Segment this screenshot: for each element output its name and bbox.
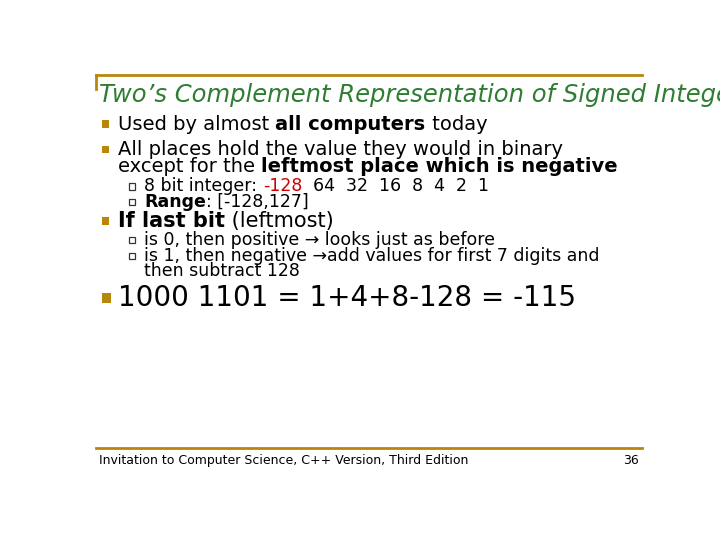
Text: Two’s Complement Representation of Signed Integers: Two’s Complement Representation of Signe…: [99, 83, 720, 107]
Text: 64  32  16  8  4  2  1: 64 32 16 8 4 2 1: [302, 178, 489, 195]
Text: Invitation to Computer Science, C++ Version, Third Edition: Invitation to Computer Science, C++ Vers…: [99, 454, 469, 467]
Text: Range: Range: [144, 193, 206, 211]
Text: : [-128,127]: : [-128,127]: [206, 193, 309, 211]
Text: is 0, then positive → looks just as before: is 0, then positive → looks just as befo…: [144, 231, 495, 248]
Text: all computers: all computers: [275, 114, 426, 133]
Text: then subtract 128: then subtract 128: [144, 262, 300, 280]
Text: 36: 36: [623, 454, 639, 467]
Text: leftmost place which is negative: leftmost place which is negative: [261, 157, 618, 176]
Text: All places hold the value they would in binary: All places hold the value they would in …: [118, 140, 563, 159]
Text: Used by almost: Used by almost: [118, 114, 275, 133]
Text: except for the: except for the: [118, 157, 261, 176]
Text: (leftmost): (leftmost): [225, 211, 333, 231]
Text: -128: -128: [263, 178, 302, 195]
Bar: [129, 199, 135, 205]
Text: 1000 1101 = 1+4+8-128 = -115: 1000 1101 = 1+4+8-128 = -115: [118, 284, 576, 312]
Text: 8 bit integer:: 8 bit integer:: [144, 178, 263, 195]
Text: today: today: [426, 114, 487, 133]
Bar: [102, 146, 109, 153]
Bar: [129, 184, 135, 190]
Bar: [102, 120, 109, 128]
Bar: [129, 237, 135, 242]
Text: is 1, then negative →add values for first 7 digits and: is 1, then negative →add values for firs…: [144, 247, 600, 265]
Bar: [102, 217, 109, 225]
Bar: [102, 294, 111, 303]
Text: If last bit: If last bit: [118, 211, 225, 231]
Bar: [129, 253, 135, 259]
